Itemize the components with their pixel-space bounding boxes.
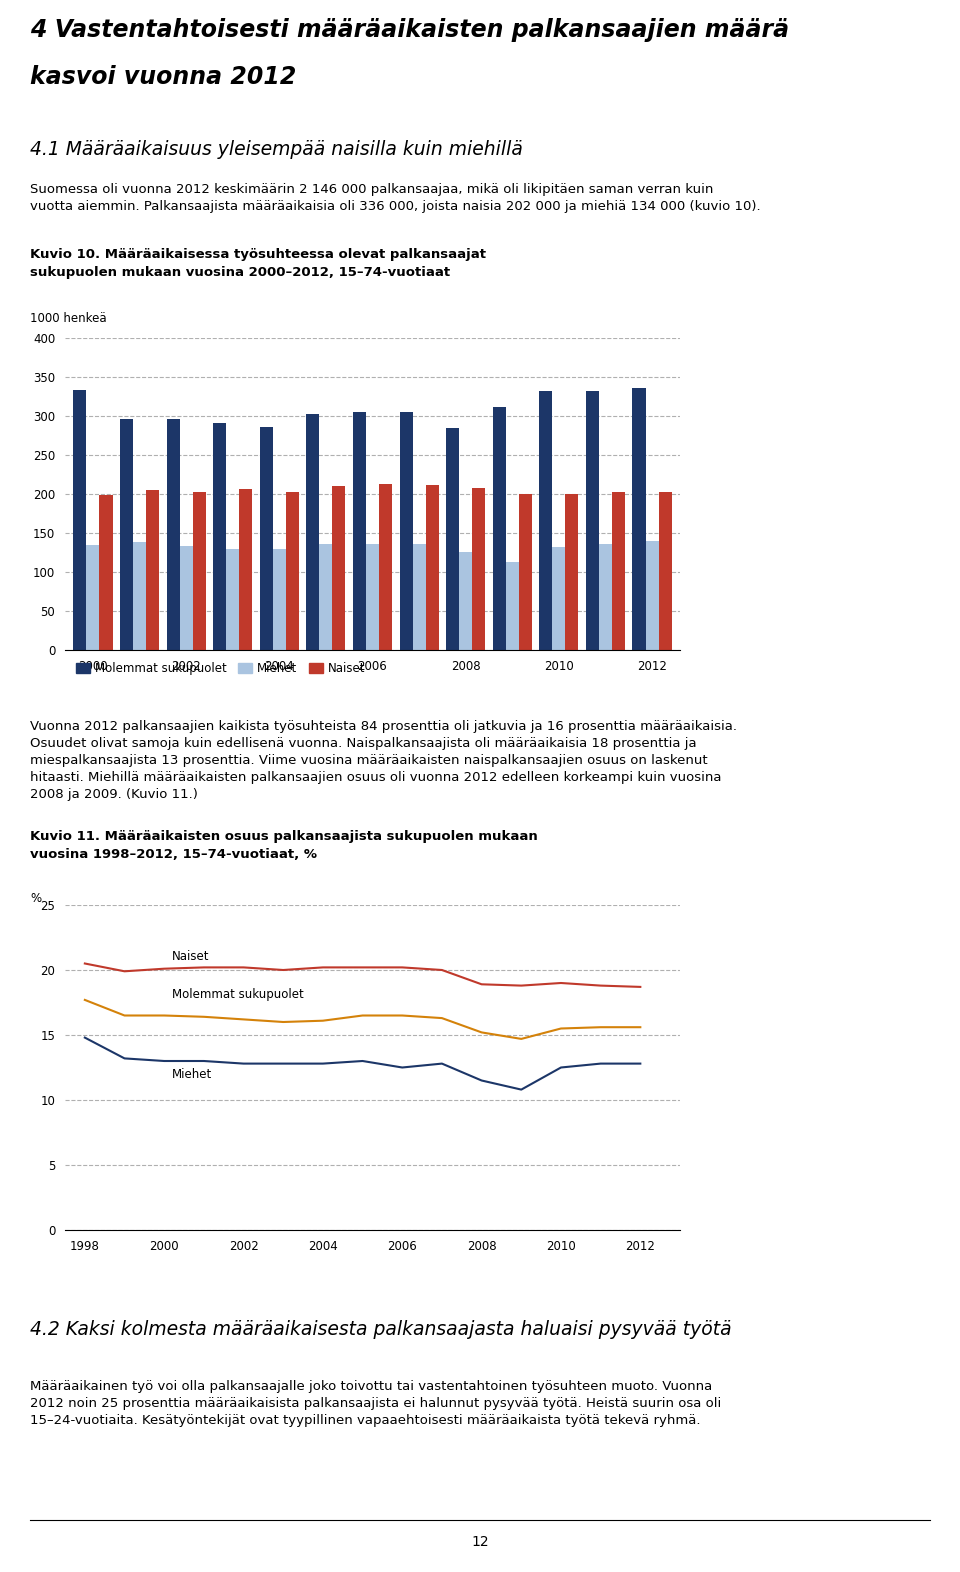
Text: kasvoi vuonna 2012: kasvoi vuonna 2012 xyxy=(30,64,297,90)
Text: 12: 12 xyxy=(471,1534,489,1548)
Bar xyxy=(565,494,579,649)
Text: Kuvio 11. Määräaikaisten osuus palkansaajista sukupuolen mukaan: Kuvio 11. Määräaikaisten osuus palkansaa… xyxy=(30,830,538,843)
Text: Osuudet olivat samoja kuin edellisenä vuonna. Naispalkansaajista oli määräaikais: Osuudet olivat samoja kuin edellisenä vu… xyxy=(30,737,697,750)
Text: vuosina 1998–2012, 15–74-vuotiaat, %: vuosina 1998–2012, 15–74-vuotiaat, % xyxy=(30,847,317,861)
Text: Miehet: Miehet xyxy=(172,1067,212,1080)
Text: 4 Vastentahtoisesti määräaikaisten palkansaajien määrä: 4 Vastentahtoisesti määräaikaisten palka… xyxy=(30,17,789,42)
Bar xyxy=(399,412,413,649)
Bar xyxy=(413,544,425,649)
Bar xyxy=(320,544,332,649)
Bar xyxy=(472,487,485,649)
Text: 4.2 Kaksi kolmesta määräaikaisesta palkansaajasta haluaisi pysyvää työtä: 4.2 Kaksi kolmesta määräaikaisesta palka… xyxy=(30,1320,732,1339)
Text: hitaasti. Miehillä määräaikaisten palkansaajien osuus oli vuonna 2012 edelleen k: hitaasti. Miehillä määräaikaisten palkan… xyxy=(30,770,722,784)
Text: 2012 noin 25 prosenttia määräaikaisista palkansaajista ei halunnut pysyvää työtä: 2012 noin 25 prosenttia määräaikaisista … xyxy=(30,1398,721,1410)
Text: 2008 ja 2009. (Kuvio 11.): 2008 ja 2009. (Kuvio 11.) xyxy=(30,788,198,802)
Bar xyxy=(506,561,518,649)
Text: sukupuolen mukaan vuosina 2000–2012, 15–74-vuotiaat: sukupuolen mukaan vuosina 2000–2012, 15–… xyxy=(30,266,450,278)
Bar xyxy=(353,412,366,649)
Bar xyxy=(366,544,379,649)
Bar xyxy=(273,549,286,649)
Bar xyxy=(332,486,346,649)
Bar xyxy=(239,489,252,649)
Text: 1000 henkeä: 1000 henkeä xyxy=(30,311,107,325)
Bar xyxy=(492,407,506,649)
Bar xyxy=(633,388,645,649)
Bar xyxy=(612,492,625,649)
Text: 15–24-vuotiaita. Kesätyöntekijät ovat tyypillinen vapaaehtoisesti määräaikaista : 15–24-vuotiaita. Kesätyöntekijät ovat ty… xyxy=(30,1413,701,1427)
Bar xyxy=(227,549,239,649)
Bar xyxy=(73,390,86,649)
Bar xyxy=(133,542,146,649)
Bar xyxy=(86,545,100,649)
Text: Suomessa oli vuonna 2012 keskimäärin 2 146 000 palkansaajaa, mikä oli likipitäen: Suomessa oli vuonna 2012 keskimäärin 2 1… xyxy=(30,182,713,196)
Bar xyxy=(146,490,159,649)
Text: Vuonna 2012 palkansaajien kaikista työsuhteista 84 prosenttia oli jatkuvia ja 16: Vuonna 2012 palkansaajien kaikista työsu… xyxy=(30,720,737,733)
Text: Määräaikainen työ voi olla palkansaajalle joko toivottu tai vastentahtoinen työs: Määräaikainen työ voi olla palkansaajall… xyxy=(30,1380,712,1393)
Legend: Molemmat sukupuolet, Miehet, Naiset: Molemmat sukupuolet, Miehet, Naiset xyxy=(71,657,371,681)
Bar xyxy=(260,428,273,649)
Text: miespalkansaajista 13 prosenttia. Viime vuosina määräaikaisten naispalkansaajien: miespalkansaajista 13 prosenttia. Viime … xyxy=(30,755,708,767)
Bar xyxy=(459,552,472,649)
Bar xyxy=(552,547,565,649)
Bar xyxy=(167,420,180,649)
Bar xyxy=(213,423,227,649)
Bar xyxy=(120,420,133,649)
Text: %: % xyxy=(30,891,41,905)
Bar xyxy=(286,492,299,649)
Text: Kuvio 10. Määräaikaisessa työsuhteessa olevat palkansaajat: Kuvio 10. Määräaikaisessa työsuhteessa o… xyxy=(30,248,486,261)
Bar xyxy=(645,541,659,649)
Bar xyxy=(306,415,320,649)
Bar xyxy=(446,429,459,649)
Bar xyxy=(425,484,439,649)
Text: Molemmat sukupuolet: Molemmat sukupuolet xyxy=(172,989,304,1001)
Text: 4.1 Määräaikaisuus yleisempää naisilla kuin miehillä: 4.1 Määräaikaisuus yleisempää naisilla k… xyxy=(30,140,523,159)
Bar xyxy=(379,484,392,649)
Bar xyxy=(659,492,672,649)
Bar xyxy=(180,545,193,649)
Text: vuotta aiemmin. Palkansaajista määräaikaisia oli 336 000, joista naisia 202 000 : vuotta aiemmin. Palkansaajista määräaika… xyxy=(30,200,760,212)
Bar xyxy=(193,492,205,649)
Text: Naiset: Naiset xyxy=(172,951,209,964)
Bar xyxy=(599,544,612,649)
Bar xyxy=(100,495,112,649)
Bar xyxy=(518,494,532,649)
Bar xyxy=(540,391,552,649)
Bar xyxy=(586,391,599,649)
